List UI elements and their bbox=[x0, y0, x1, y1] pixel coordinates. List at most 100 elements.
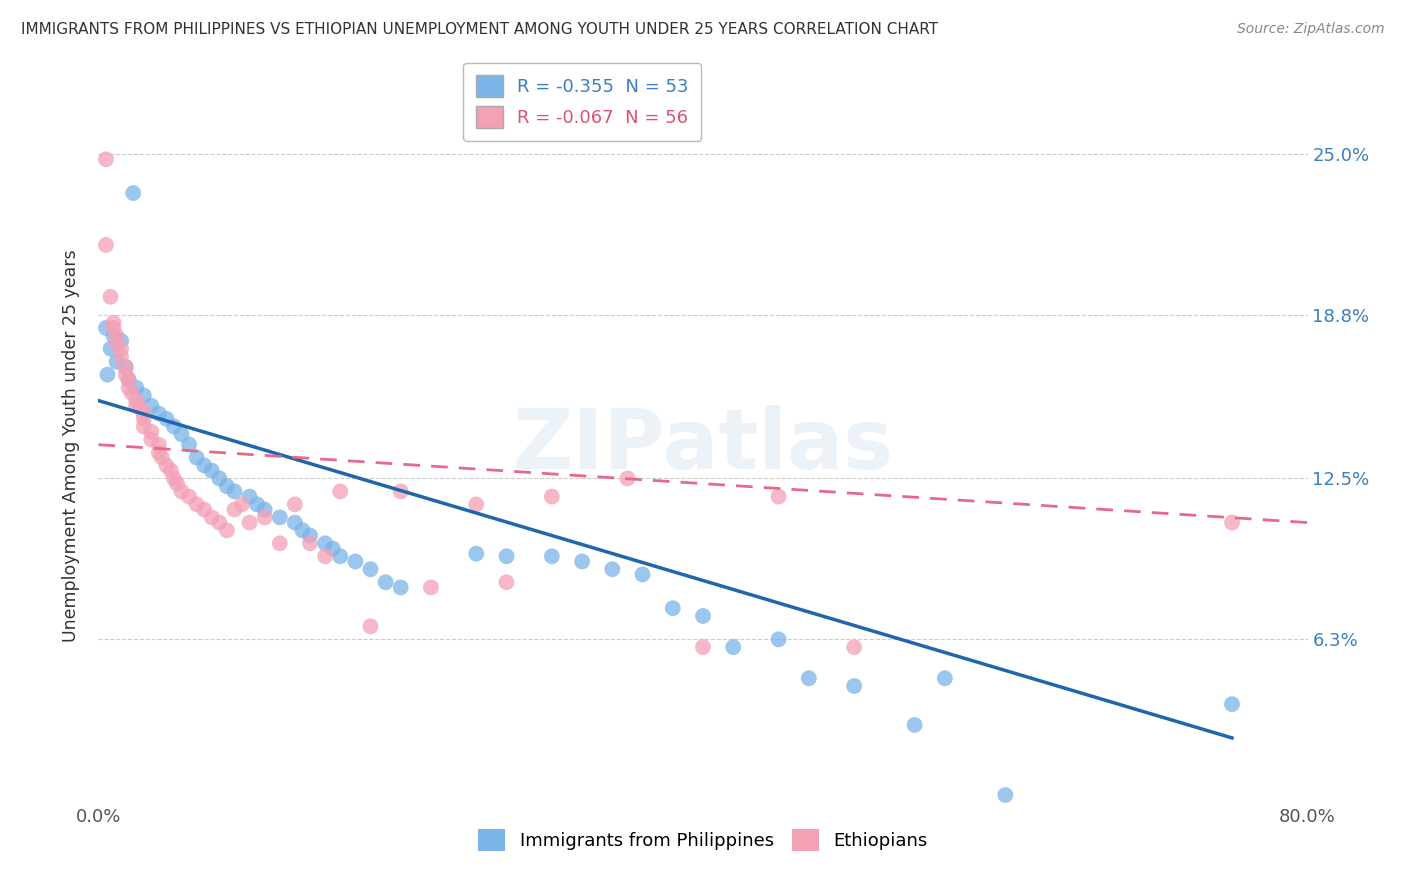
Point bbox=[314, 549, 336, 564]
Point bbox=[284, 497, 307, 511]
Point bbox=[170, 484, 193, 499]
Point bbox=[103, 316, 125, 330]
Point bbox=[94, 238, 117, 252]
Point bbox=[125, 393, 148, 408]
Point bbox=[215, 479, 238, 493]
Point bbox=[110, 350, 132, 364]
Point bbox=[299, 536, 322, 550]
Point bbox=[253, 510, 276, 524]
Point bbox=[201, 464, 224, 478]
Point bbox=[692, 640, 714, 654]
Point bbox=[141, 399, 163, 413]
Point bbox=[231, 497, 253, 511]
Point bbox=[114, 368, 136, 382]
Point bbox=[360, 619, 382, 633]
Point bbox=[661, 601, 683, 615]
Point bbox=[904, 718, 927, 732]
Point bbox=[540, 549, 562, 564]
Point bbox=[193, 458, 215, 473]
Point bbox=[141, 433, 163, 447]
Point bbox=[150, 450, 173, 465]
Point bbox=[186, 450, 208, 465]
Point bbox=[110, 342, 132, 356]
Point bbox=[118, 373, 141, 387]
Point bbox=[374, 575, 396, 590]
Point bbox=[540, 490, 562, 504]
Point bbox=[179, 438, 201, 452]
Point bbox=[299, 528, 322, 542]
Point bbox=[103, 328, 125, 343]
Point bbox=[269, 536, 291, 550]
Point bbox=[148, 438, 170, 452]
Point bbox=[148, 407, 170, 421]
Point bbox=[495, 575, 517, 590]
Text: ZIPatlas: ZIPatlas bbox=[513, 406, 893, 486]
Point bbox=[844, 679, 866, 693]
Point bbox=[465, 497, 488, 511]
Point bbox=[132, 407, 155, 421]
Point bbox=[994, 788, 1017, 802]
Point bbox=[224, 484, 246, 499]
Point bbox=[110, 334, 132, 348]
Point bbox=[768, 490, 790, 504]
Point bbox=[118, 373, 141, 387]
Point bbox=[100, 290, 122, 304]
Point bbox=[129, 401, 152, 416]
Point bbox=[166, 476, 188, 491]
Point bbox=[768, 632, 790, 647]
Point bbox=[163, 471, 186, 485]
Point bbox=[253, 502, 276, 516]
Point bbox=[465, 547, 488, 561]
Point bbox=[132, 388, 155, 402]
Point bbox=[692, 609, 714, 624]
Point bbox=[314, 536, 336, 550]
Point bbox=[1220, 697, 1243, 711]
Point bbox=[125, 381, 148, 395]
Point bbox=[114, 359, 136, 374]
Point bbox=[631, 567, 654, 582]
Point bbox=[1220, 516, 1243, 530]
Point bbox=[269, 510, 291, 524]
Point bbox=[495, 549, 517, 564]
Point bbox=[420, 581, 443, 595]
Point bbox=[118, 381, 141, 395]
Legend: Immigrants from Philippines, Ethiopians: Immigrants from Philippines, Ethiopians bbox=[471, 822, 935, 858]
Point bbox=[132, 411, 155, 425]
Point bbox=[94, 153, 117, 167]
Point bbox=[208, 471, 231, 485]
Point bbox=[105, 336, 128, 351]
Point bbox=[114, 359, 136, 374]
Point bbox=[179, 490, 201, 504]
Point bbox=[208, 516, 231, 530]
Point bbox=[141, 425, 163, 439]
Y-axis label: Unemployment Among Youth under 25 years: Unemployment Among Youth under 25 years bbox=[62, 250, 80, 642]
Point bbox=[105, 328, 128, 343]
Point bbox=[934, 671, 956, 685]
Point bbox=[246, 497, 269, 511]
Point bbox=[96, 368, 118, 382]
Point bbox=[215, 524, 238, 538]
Point bbox=[329, 549, 352, 564]
Point bbox=[723, 640, 745, 654]
Point bbox=[291, 524, 314, 538]
Point bbox=[284, 516, 307, 530]
Point bbox=[797, 671, 820, 685]
Point bbox=[571, 554, 593, 568]
Point bbox=[122, 186, 145, 200]
Point bbox=[125, 399, 148, 413]
Point bbox=[344, 554, 367, 568]
Point bbox=[193, 502, 215, 516]
Point bbox=[201, 510, 224, 524]
Point bbox=[616, 471, 638, 485]
Point bbox=[155, 411, 177, 425]
Point bbox=[121, 385, 143, 400]
Point bbox=[148, 445, 170, 459]
Point bbox=[170, 427, 193, 442]
Point bbox=[100, 342, 122, 356]
Point bbox=[105, 354, 128, 368]
Point bbox=[160, 464, 183, 478]
Point bbox=[329, 484, 352, 499]
Text: Source: ZipAtlas.com: Source: ZipAtlas.com bbox=[1237, 22, 1385, 37]
Point bbox=[389, 581, 412, 595]
Point bbox=[322, 541, 344, 556]
